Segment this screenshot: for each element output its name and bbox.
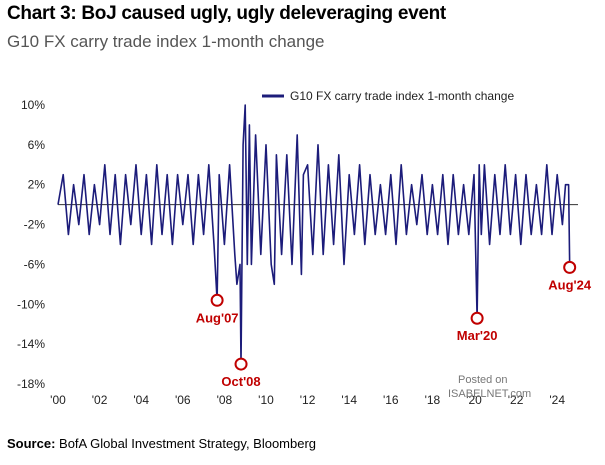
y-tick-label: 10% (21, 98, 45, 112)
y-tick-label: 6% (28, 138, 46, 152)
annotation-marker (470, 311, 484, 325)
y-tick-label: 2% (28, 178, 46, 192)
x-tick-label: '14 (341, 393, 357, 407)
source-note: Source: BofA Global Investment Strategy,… (7, 436, 316, 451)
annotation-marker (210, 293, 224, 307)
chart-title: Chart 3: BoJ caused ugly, ugly deleverag… (7, 3, 446, 24)
x-tick-label: '08 (217, 393, 233, 407)
source-label: Source: (7, 436, 56, 451)
annotation-marker (563, 260, 577, 274)
annotations-layer: Aug'07 Oct'08 Mar'20 Aug'24 (196, 260, 592, 389)
x-tick-label: '12 (300, 393, 316, 407)
x-tick-label: '02 (92, 393, 108, 407)
x-tick-label: '04 (133, 393, 149, 407)
annotation-label: Oct'08 (221, 374, 260, 389)
series-layer (57, 104, 571, 365)
watermark-line-2: ISABELNET.com (448, 388, 532, 400)
x-tick-label: '20 (466, 393, 482, 407)
x-tick-label: '10 (258, 393, 274, 407)
x-axis: '00 '02 '04 '06 '08 '10 '12 '14 '16 '18 '20 '22 '24 (50, 393, 565, 407)
x-tick-label: '06 (175, 393, 191, 407)
series-line (57, 104, 571, 365)
x-tick-label: '00 (50, 393, 66, 407)
x-tick-label: '18 (425, 393, 441, 407)
legend-label: G10 FX carry trade index 1-month change (290, 89, 514, 103)
y-tick-label: -18% (17, 377, 45, 391)
chart-subtitle: G10 FX carry trade index 1-month change (7, 32, 325, 51)
x-tick-label: '16 (383, 393, 399, 407)
y-tick-label: -14% (17, 337, 45, 351)
legend: G10 FX carry trade index 1-month change (262, 89, 514, 103)
annotation-label: Aug'07 (196, 310, 239, 325)
y-tick-label: -2% (24, 218, 46, 232)
x-tick-label: '24 (549, 393, 565, 407)
y-tick-label: -10% (17, 297, 45, 311)
source-text: BofA Global Investment Strategy, Bloombe… (59, 436, 317, 451)
y-axis: -18% -14% -10% -6% -2% 2% 6% 10% (17, 98, 45, 391)
annotation-marker (234, 357, 248, 371)
annotation-label: Aug'24 (548, 277, 592, 292)
annotation-label: Mar'20 (457, 328, 498, 343)
watermark: Posted on ISABELNET.com (448, 373, 578, 401)
y-tick-label: -6% (24, 257, 46, 271)
x-tick-label: '22 (508, 393, 524, 407)
watermark-line-1: Posted on (458, 374, 508, 386)
